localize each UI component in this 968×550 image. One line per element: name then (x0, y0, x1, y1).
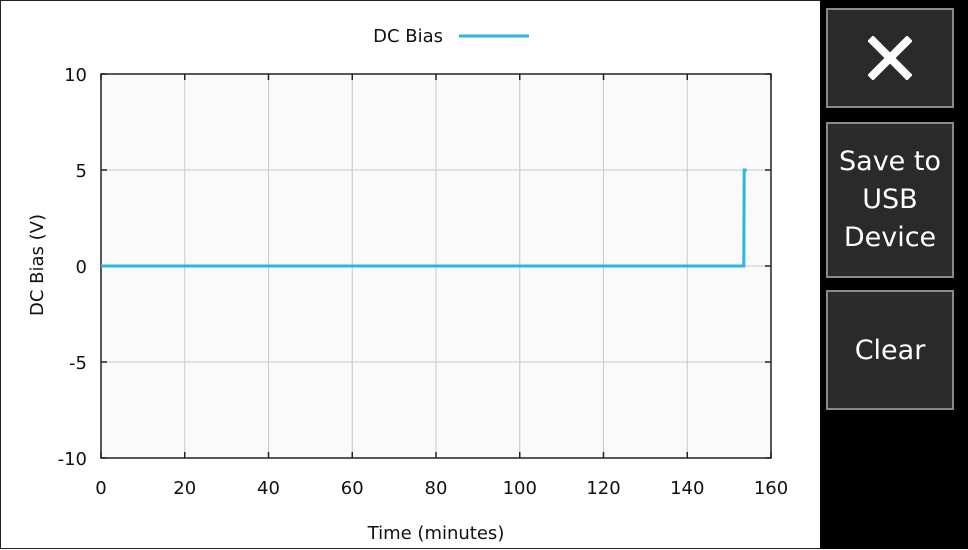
x-tick-label: 80 (425, 478, 448, 499)
x-tick-label: 0 (95, 478, 106, 499)
x-tick-label: 40 (257, 478, 280, 499)
clear-label: Clear (854, 334, 926, 366)
y-tick-label: 0 (76, 257, 87, 278)
x-tick-label: 140 (670, 478, 704, 499)
save-to-usb-button[interactable]: Save to USB Device (826, 122, 954, 278)
axes-layer: 0 20 40 60 80 100 120 140 160 10 5 0 -5 -10 (58, 65, 789, 499)
y-axis-title: DC Bias (V) (27, 214, 48, 316)
save-to-usb-label: Save to USB Device (839, 146, 941, 253)
series-line-dc-bias (101, 168, 747, 268)
y-tick-label: -5 (69, 353, 87, 374)
legend: DC Bias (373, 26, 529, 47)
x-axis-title: Time (minutes) (367, 523, 505, 544)
x-tick-label: 100 (503, 478, 537, 499)
dc-bias-chart: 0 20 40 60 80 100 120 140 160 10 5 0 -5 -10 DC Bias T… (27, 26, 789, 544)
plot-panel: 0 20 40 60 80 100 120 140 160 10 5 0 -5 -10 DC Bias T… (0, 0, 820, 549)
series-layer (101, 168, 747, 268)
x-tick-label: 20 (173, 478, 196, 499)
x-tick-label: 120 (586, 478, 620, 499)
close-icon (868, 36, 912, 80)
x-tick-label: 60 (341, 478, 364, 499)
legend-label: DC Bias (373, 26, 443, 47)
y-tick-label: 10 (64, 65, 87, 86)
clear-button[interactable]: Clear (826, 290, 954, 410)
y-tick-label: 5 (76, 161, 87, 182)
y-tick-label: -10 (58, 449, 87, 470)
close-button[interactable] (826, 8, 954, 108)
side-panel: Save to USB Device Clear (820, 0, 968, 549)
x-tick-label: 160 (754, 478, 788, 499)
